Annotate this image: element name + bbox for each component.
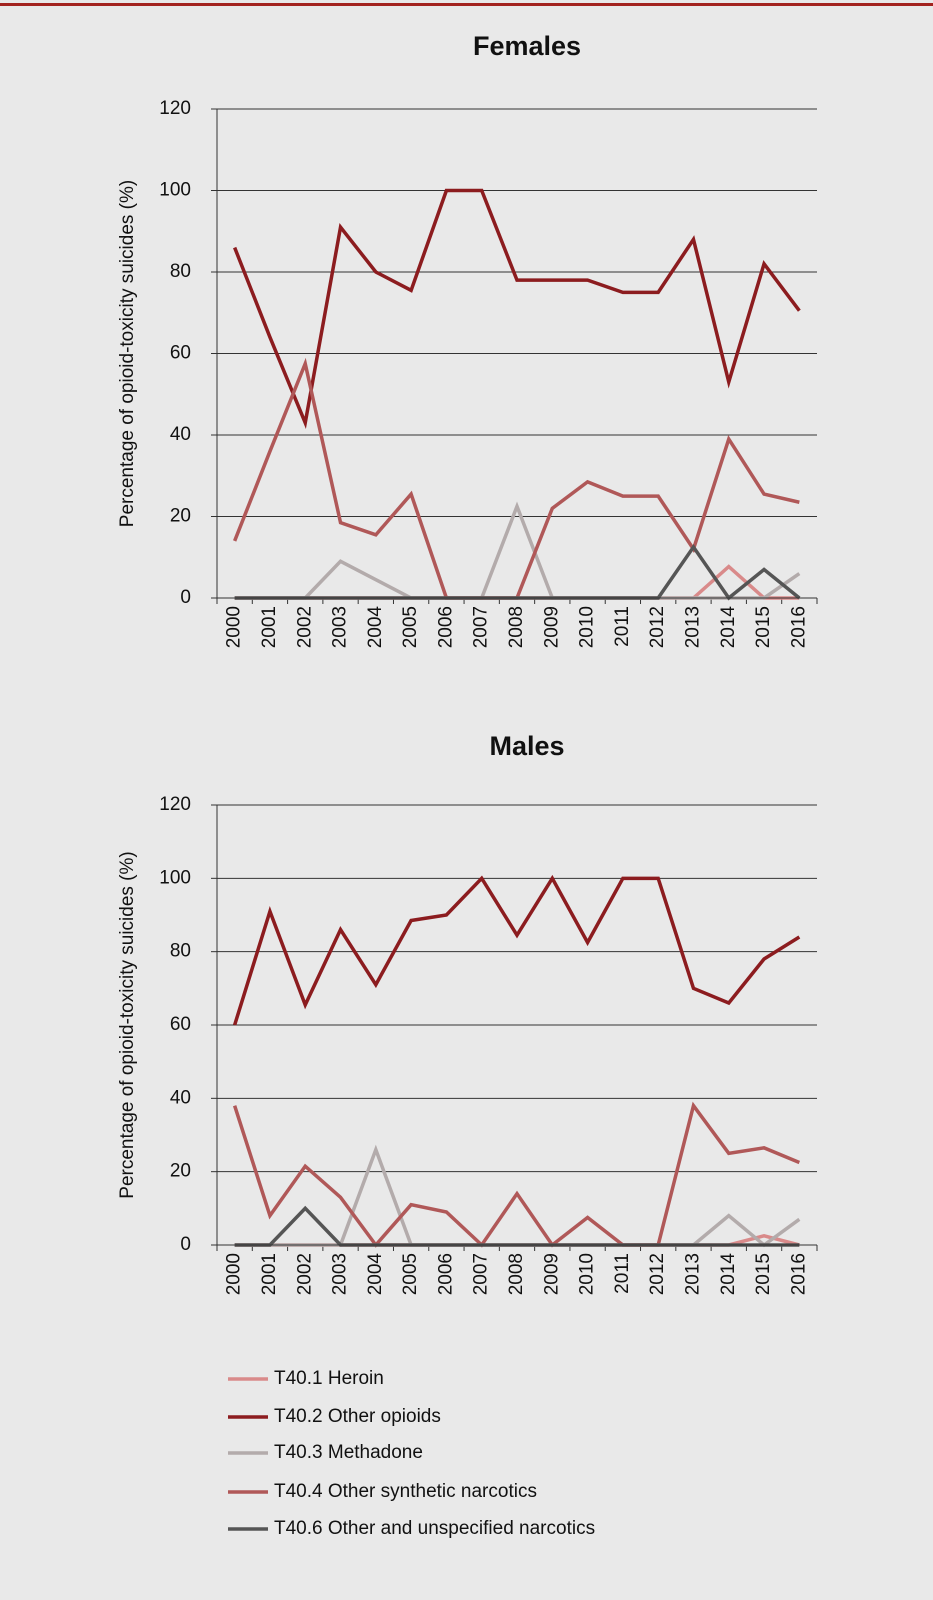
x-tick-label: 2011 (612, 1253, 633, 1294)
y-tick-label: 20 (170, 506, 191, 527)
series-line (232, 874, 801, 1026)
x-tick-label: 2007 (471, 1253, 492, 1295)
y-tick-label: 60 (170, 1014, 191, 1035)
x-tick-label: 2010 (577, 1253, 598, 1295)
x-tick-label: 2002 (294, 1253, 315, 1295)
y-tick-label: 120 (159, 98, 191, 119)
x-tick-label: 2010 (577, 606, 598, 648)
y-tick-label: 80 (170, 261, 191, 282)
x-tick-label: 2016 (788, 1253, 809, 1295)
x-tick-label: 2006 (435, 1253, 456, 1295)
x-tick-label: 2014 (718, 606, 739, 649)
series-line (232, 1101, 801, 1248)
chart-title: Females (473, 31, 581, 61)
legend-label: T40.1 Heroin (274, 1368, 384, 1389)
x-tick-label: 2000 (224, 606, 245, 648)
x-tick-label: 2008 (506, 1253, 527, 1295)
y-tick-label: 120 (159, 794, 191, 815)
legend-label: T40.4 Other synthetic narcotics (274, 1481, 537, 1502)
x-tick-label: 2015 (753, 1253, 774, 1295)
x-tick-label: 2011 (612, 606, 633, 647)
y-tick-label: 40 (170, 1087, 191, 1108)
x-tick-label: 2005 (400, 606, 421, 648)
x-tick-label: 2001 (259, 1253, 280, 1295)
top-rule (0, 3, 933, 6)
chart-title: Males (489, 731, 564, 761)
y-tick-label: 100 (159, 180, 191, 201)
y-tick-label: 60 (170, 343, 191, 364)
y-axis-label: Percentage of opioid-toxicity suicides (… (117, 180, 138, 527)
y-tick-label: 40 (170, 424, 191, 445)
x-tick-label: 2001 (259, 606, 280, 648)
x-tick-label: 2016 (788, 606, 809, 648)
x-tick-label: 2006 (435, 606, 456, 648)
y-tick-label: 20 (170, 1161, 191, 1182)
x-tick-label: 2013 (682, 1253, 703, 1295)
legend-label: T40.3 Methadone (274, 1442, 423, 1463)
x-tick-label: 2002 (294, 606, 315, 648)
y-tick-label: 80 (170, 941, 191, 962)
x-tick-label: 2014 (718, 1253, 739, 1296)
x-tick-label: 2009 (541, 606, 562, 648)
y-tick-label: 0 (180, 587, 191, 608)
y-tick-label: 0 (180, 1234, 191, 1255)
x-tick-label: 2013 (682, 606, 703, 648)
x-tick-label: 2012 (647, 1253, 668, 1295)
x-tick-label: 2004 (365, 606, 386, 649)
x-tick-label: 2007 (471, 606, 492, 648)
x-tick-label: 2005 (400, 1253, 421, 1295)
x-tick-label: 2008 (506, 606, 527, 648)
legend-label: T40.6 Other and unspecified narcotics (274, 1518, 595, 1539)
series-line (233, 188, 801, 429)
x-tick-label: 2015 (753, 606, 774, 648)
x-tick-label: 2012 (647, 606, 668, 648)
x-tick-label: 2003 (330, 606, 351, 648)
x-tick-label: 2000 (224, 1253, 245, 1295)
x-tick-label: 2004 (365, 1253, 386, 1296)
y-axis-label: Percentage of opioid-toxicity suicides (… (117, 851, 138, 1198)
x-tick-label: 2003 (330, 1253, 351, 1295)
x-tick-label: 2009 (541, 1253, 562, 1295)
legend-label: T40.2 Other opioids (274, 1406, 441, 1427)
y-tick-label: 100 (159, 867, 191, 888)
